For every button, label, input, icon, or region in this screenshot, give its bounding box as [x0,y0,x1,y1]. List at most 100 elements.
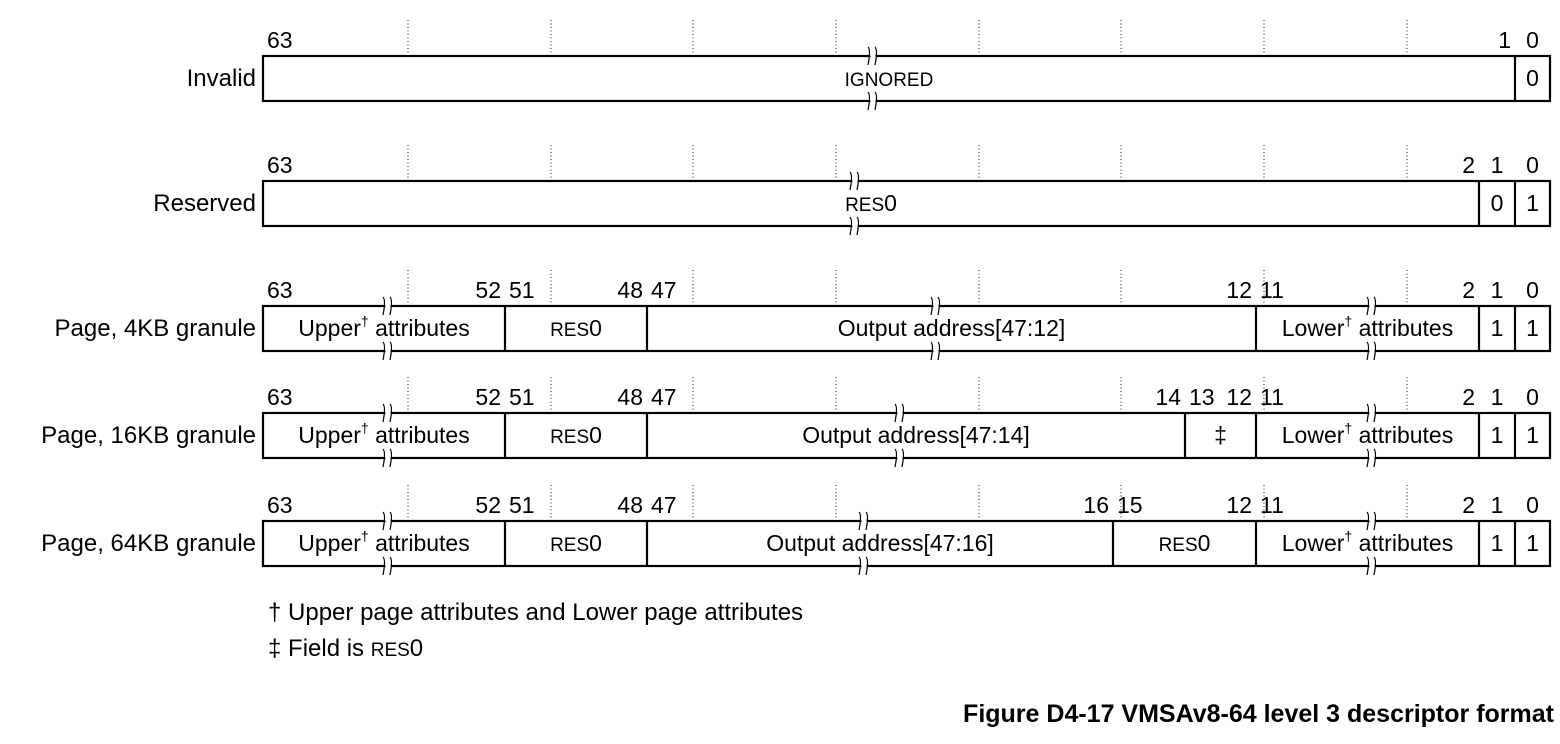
bit-number: 48 [617,384,643,410]
break-mark [858,555,870,577]
bit-number: 15 [1117,492,1143,518]
break-mark [930,295,942,317]
bit-number: 52 [475,384,501,410]
bit-number: 16 [1083,492,1109,518]
field-value: 0 [1526,65,1539,91]
bit-number: 0 [1526,384,1539,410]
break-mark [382,447,394,469]
footnote-dagger: † Upper page attributes and Lower page a… [268,595,803,631]
field-value: 1 [1526,422,1539,448]
bit-number: 2 [1462,152,1475,178]
break-mark [1366,447,1378,469]
bit-number: 1 [1498,27,1511,53]
field-value: 1 [1526,315,1539,341]
register-box [261,54,1552,103]
bit-number: 14 [1155,384,1181,410]
bit-number: 0 [1526,277,1539,303]
bit-number: 52 [475,492,501,518]
bit-number: 47 [651,492,677,518]
row-label: Page, 64KB granule [41,530,256,557]
break-mark [1366,340,1378,362]
field-res0: RES0 [550,315,602,341]
break-mark [382,510,394,532]
field-value: 1 [1526,530,1539,556]
break-mark [858,510,870,532]
field-value: 0 [1491,190,1504,216]
field-attributes: Lower† attributes [1282,528,1453,556]
row-label: Page, 16KB granule [41,422,256,449]
bit-number: 63 [267,492,293,518]
bit-number: 51 [509,492,535,518]
field-res0: RES0 [550,422,602,448]
break-mark [382,402,394,424]
register-box [261,304,1552,353]
field-value: Output address[47:14] [802,422,1030,448]
field-attributes: Upper† attributes [298,313,469,341]
field-value: 1 [1491,530,1504,556]
break-mark [382,340,394,362]
field-value: 1 [1491,422,1504,448]
break-mark [1366,295,1378,317]
row-label: Reserved [153,190,256,217]
field-attributes: Lower† attributes [1282,420,1453,448]
field-attributes: Lower† attributes [1282,313,1453,341]
field-value: Output address[47:16] [766,530,994,556]
descriptor-row: Reserved RES0 0 163 2 1 0 [153,145,1552,237]
break-mark [930,340,942,362]
bit-number: 2 [1462,277,1475,303]
break-mark [1366,555,1378,577]
bit-number: 63 [267,152,293,178]
row-label: Invalid [187,65,256,92]
register-box [261,411,1552,460]
row-label: Page, 4KB granule [55,315,256,342]
footnotes: † Upper page attributes and Lower page a… [268,595,803,669]
register-box [261,519,1552,568]
break-mark [867,45,879,67]
bit-number: 1 [1491,492,1504,518]
double-dagger-mark: ‡ [268,635,282,662]
field-attributes: Upper† attributes [298,420,469,448]
descriptor-row: Page, 16KB granule Upper† attributes RES0 O… [41,377,1552,469]
bit-number: 0 [1526,152,1539,178]
footnote-res0: RES0 [371,635,423,662]
break-mark [382,555,394,577]
field-ignored: IGNORED [845,70,934,91]
bit-number: 2 [1462,492,1475,518]
field-value: ‡ [1214,422,1227,448]
bit-number: 12 [1226,492,1252,518]
field-value: 1 [1491,315,1504,341]
bit-number: 48 [617,492,643,518]
footnote-dagger-text: Upper page attributes and Lower page att… [288,599,804,626]
bit-number: 63 [267,384,293,410]
field-attributes: Upper† attributes [298,528,469,556]
break-mark [849,215,861,237]
descriptor-row: Invalid IGNORED 0 63 1 0 [187,20,1552,112]
bit-number: 1 [1491,152,1504,178]
res0-smallcaps: RES [370,640,410,661]
register-box [261,179,1552,228]
field-res0: RES0 [550,530,602,556]
bit-number: 47 [651,277,677,303]
bit-number: 13 [1189,384,1215,410]
bit-number: 63 [267,27,293,53]
field-value: Output address[47:12] [838,315,1066,341]
descriptor-row: Page, 64KB granule Upper† attributes RES0 O… [41,485,1552,577]
break-mark [382,295,394,317]
break-mark [1366,402,1378,424]
dagger-mark: † [268,599,282,626]
bit-number: 12 [1226,384,1252,410]
break-mark [867,90,879,112]
bit-number: 51 [509,384,535,410]
bit-number: 11 [1260,384,1284,410]
bit-number: 12 [1226,277,1252,303]
field-res0: RES0 [1159,530,1211,556]
bit-number: 11 [1260,277,1284,303]
break-mark [1366,510,1378,532]
footnote-double-dagger: ‡ Field is RES0 [268,631,803,669]
res0-digit: 0 [409,635,424,662]
bit-number: 11 [1260,492,1284,518]
bit-number: 0 [1526,492,1539,518]
bit-number: 52 [475,277,501,303]
bit-number: 47 [651,384,677,410]
